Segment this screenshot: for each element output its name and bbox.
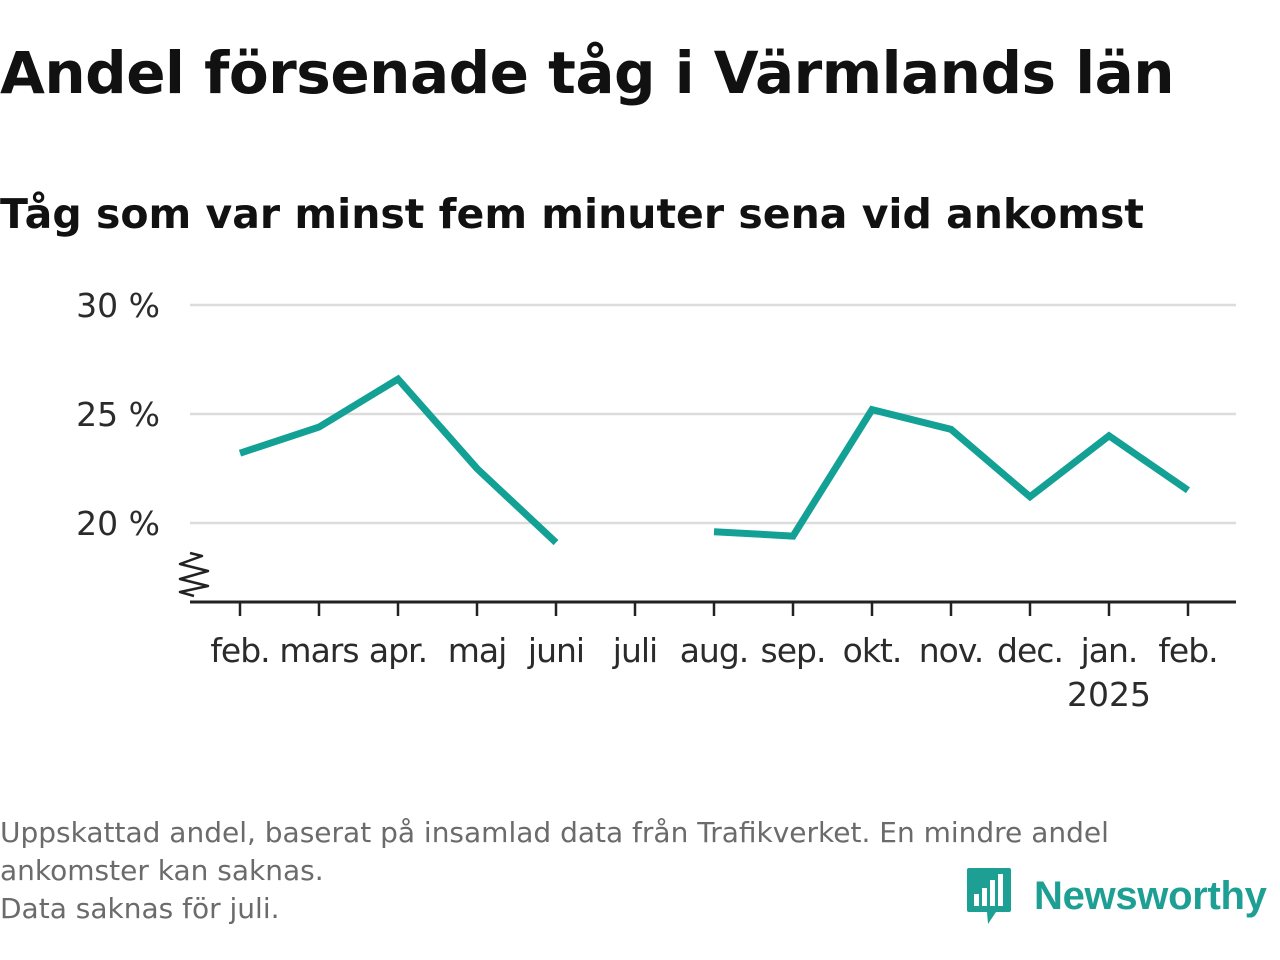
chart-title: Andel försenade tåg i Värmlands län	[0, 39, 1175, 107]
footnote-line: Uppskattad andel, baserat på insamlad da…	[0, 816, 1109, 849]
line-chart: 20 % 25 % 30 % feb. mars apr. maj juni juli aug.…	[76, 286, 1236, 714]
x-tick-label: mars	[279, 631, 358, 670]
x-tick-label: juni	[527, 631, 584, 670]
series-lines	[238, 374, 1190, 546]
x-axis-tick-labels: feb. mars apr. maj juni juli aug. sep. okt. nov. d…	[210, 631, 1218, 714]
x-tick-label: sep.	[761, 631, 826, 670]
brand-name: Newsworthy	[1034, 873, 1267, 918]
footnote-line: ankomster kan saknas.	[0, 854, 324, 887]
newsworthy-logo-icon	[967, 868, 1011, 924]
y-axis-break	[178, 551, 210, 598]
y-tick-label: 20 %	[76, 504, 160, 543]
x-tick-label: nov.	[919, 631, 984, 670]
x-year-label: 2025	[1067, 675, 1151, 714]
y-tick-label: 25 %	[76, 395, 160, 434]
x-tick-label: juli	[612, 631, 657, 670]
footnote: Uppskattad andel, baserat på insamlad da…	[0, 814, 1275, 928]
x-tick-label: feb.	[1158, 631, 1217, 670]
x-tick-label: maj	[448, 631, 507, 670]
gridlines	[190, 303, 1236, 525]
y-tick-label: 30 %	[76, 286, 160, 325]
series-line	[713, 405, 1190, 540]
brand-logo: Newsworthy	[964, 866, 1267, 926]
x-axis	[178, 551, 1236, 616]
footnote-line: Data saknas för juli.	[0, 892, 280, 925]
x-tick-label: aug.	[680, 631, 749, 670]
y-axis-tick-labels: 20 % 25 % 30 %	[76, 286, 160, 543]
x-tick-label: dec.	[997, 631, 1063, 670]
x-tick-label: okt.	[843, 631, 902, 670]
x-tick-label: apr.	[369, 631, 427, 670]
x-tick-label: feb.	[210, 631, 269, 670]
x-tick-label: jan.	[1080, 631, 1138, 670]
series-line	[238, 374, 559, 546]
chart-subtitle: Tåg som var minst fem minuter sena vid a…	[0, 190, 1145, 238]
